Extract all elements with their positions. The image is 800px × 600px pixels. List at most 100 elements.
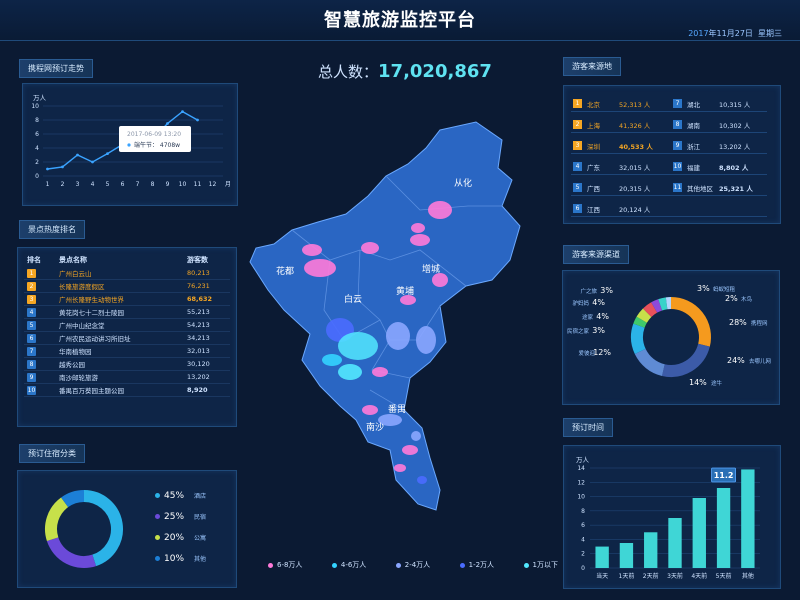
rank-badge: 8 — [27, 359, 36, 369]
donut-slice[interactable] — [633, 316, 647, 328]
donut-slice[interactable] — [658, 297, 668, 311]
bar[interactable] — [741, 469, 755, 568]
region-name: 上海 — [587, 122, 600, 130]
trend-point[interactable] — [46, 167, 49, 171]
donut-slice[interactable] — [631, 323, 646, 354]
source-region-item[interactable]: 9 浙江 13,202 人 — [673, 141, 768, 153]
region-value: 10,315 人 — [719, 101, 751, 109]
heat-blob — [322, 354, 342, 366]
donut-slice[interactable] — [662, 343, 710, 377]
source-region-item[interactable]: 5 广西 20,315 人 — [573, 183, 668, 195]
source-region-item[interactable]: 6 江西 20,124 人 — [573, 204, 668, 216]
bar-xtick: 4天前 — [691, 572, 707, 580]
bar[interactable] — [644, 532, 658, 568]
spot-name-cell: 华南植物园 — [56, 344, 184, 358]
table-row[interactable]: 6 广州农民运动讲习所旧址 34,213 — [24, 331, 230, 345]
rank-badge: 4 — [27, 307, 36, 317]
heat-blob — [338, 364, 362, 380]
donut-slice[interactable] — [61, 490, 85, 508]
donut-slice[interactable] — [46, 536, 97, 568]
spot-name-cell: 南沙邮轮旅游 — [56, 370, 184, 384]
source-region-item[interactable]: 4 广东 32,015 人 — [573, 162, 668, 174]
col-name: 景点名称 — [59, 256, 87, 264]
region-name: 其他地区 — [687, 185, 713, 193]
lodging-legend-item: 20% 公寓 — [155, 527, 235, 548]
rank-badge: 5 — [27, 320, 36, 330]
spot-name-cell: 番禺百万葵园主题公园 — [56, 383, 184, 397]
heat-blob — [400, 295, 416, 305]
table-row[interactable]: 4 黄花岗七十二烈士陵园 55,213 — [24, 305, 230, 319]
table-row[interactable]: 1 广州白云山 80,213 — [24, 267, 230, 280]
spot-value-cell: 30,120 — [184, 357, 230, 371]
bar-ytick: 12 — [577, 479, 585, 486]
source-region-item[interactable]: 11 其他地区 25,321 人 — [673, 183, 768, 195]
donut-slice[interactable] — [636, 308, 652, 323]
table-row[interactable]: 2 长隆旅游度假区 76,231 — [24, 279, 230, 293]
region-value: 8,802 人 — [719, 164, 749, 172]
source-region-item[interactable]: 2 上海 41,326 人 — [573, 120, 668, 132]
trend-point[interactable] — [166, 122, 169, 125]
trend-point[interactable] — [76, 153, 79, 157]
bar-xtick: 3天前 — [667, 572, 683, 580]
donut-slice[interactable] — [83, 490, 123, 567]
map-legend-label: 1-2万人 — [468, 561, 495, 569]
donut-slice[interactable] — [634, 348, 666, 376]
bar[interactable] — [619, 543, 634, 568]
table-row[interactable]: 7 华南植物园 32,013 — [24, 344, 230, 358]
rank-cell: 2 — [24, 279, 56, 293]
lodging-label: 民宿 — [194, 514, 207, 521]
table-row[interactable]: 10 番禺百万葵园主题公园 8,920 — [24, 383, 230, 397]
spot-value-cell: 55,213 — [184, 305, 230, 319]
district-label: 花都 — [276, 265, 294, 277]
table-row[interactable]: 8 越秀公园 30,120 — [24, 357, 230, 371]
lodging-label: 公寓 — [194, 535, 207, 542]
bar[interactable] — [668, 518, 682, 568]
region-name: 广西 — [587, 185, 600, 193]
spot-value-cell: 8,920 — [184, 383, 230, 397]
heat-blob — [362, 405, 378, 415]
donut-slice[interactable] — [651, 299, 663, 313]
table-row[interactable]: 3 广州长隆野生动物世界 68,632 — [24, 292, 230, 306]
trend-panel-title: 携程网预订走势 — [19, 59, 93, 78]
source-region-item[interactable]: 3 深圳 40,533 人 — [573, 141, 668, 153]
region-rank: 3 — [573, 141, 582, 150]
map-legend-item: 1-2万人 — [459, 560, 495, 570]
spot-value-cell: 32,013 — [184, 344, 230, 358]
table-row[interactable]: 9 南沙邮轮旅游 13,202 — [24, 370, 230, 384]
trend-ytick: 8 — [35, 117, 39, 124]
donut-slice[interactable] — [45, 497, 69, 542]
region-value: 10,302 人 — [719, 122, 751, 130]
legend-dot — [395, 562, 401, 568]
table-row[interactable]: 5 广州中山纪念堂 54,213 — [24, 318, 230, 332]
lodging-donut-chart — [45, 490, 123, 568]
source-region-item[interactable]: 10 福建 8,802 人 — [673, 162, 768, 174]
channel-name: 途家 — [582, 313, 594, 321]
channel-name: 途牛 — [711, 379, 723, 387]
trend-point[interactable] — [106, 152, 109, 155]
map-legend-label: 1万以下 — [532, 561, 558, 569]
source-region-item[interactable]: 8 湖南 10,302 人 — [673, 120, 768, 132]
channel-pct: 3% — [592, 326, 605, 335]
trend-point[interactable] — [196, 118, 199, 122]
donut-slice[interactable] — [642, 302, 658, 318]
channel-name: 爱彼迎 — [578, 349, 595, 357]
legend-dot — [155, 514, 160, 519]
rank-badge: 10 — [27, 385, 36, 395]
donut-slice[interactable] — [670, 297, 711, 347]
trend-point[interactable] — [181, 110, 184, 113]
source-region-item[interactable]: 7 湖北 10,315 人 — [673, 99, 768, 111]
bar[interactable] — [595, 546, 609, 568]
region-rank: 5 — [573, 183, 582, 192]
source-region-item[interactable]: 1 北京 52,313 人 — [573, 99, 668, 111]
legend-dot — [155, 535, 160, 540]
region-rank: 4 — [573, 162, 582, 171]
date-display: 2017年11月27日 星期三 — [688, 28, 782, 39]
bar-xtick: 5天前 — [716, 572, 732, 580]
bar[interactable] — [692, 498, 706, 568]
rank-cell: 10 — [24, 383, 56, 397]
trend-point[interactable] — [61, 165, 64, 169]
lodging-label: 其他 — [194, 556, 207, 563]
trend-point[interactable] — [91, 160, 94, 164]
bar[interactable] — [716, 488, 731, 568]
